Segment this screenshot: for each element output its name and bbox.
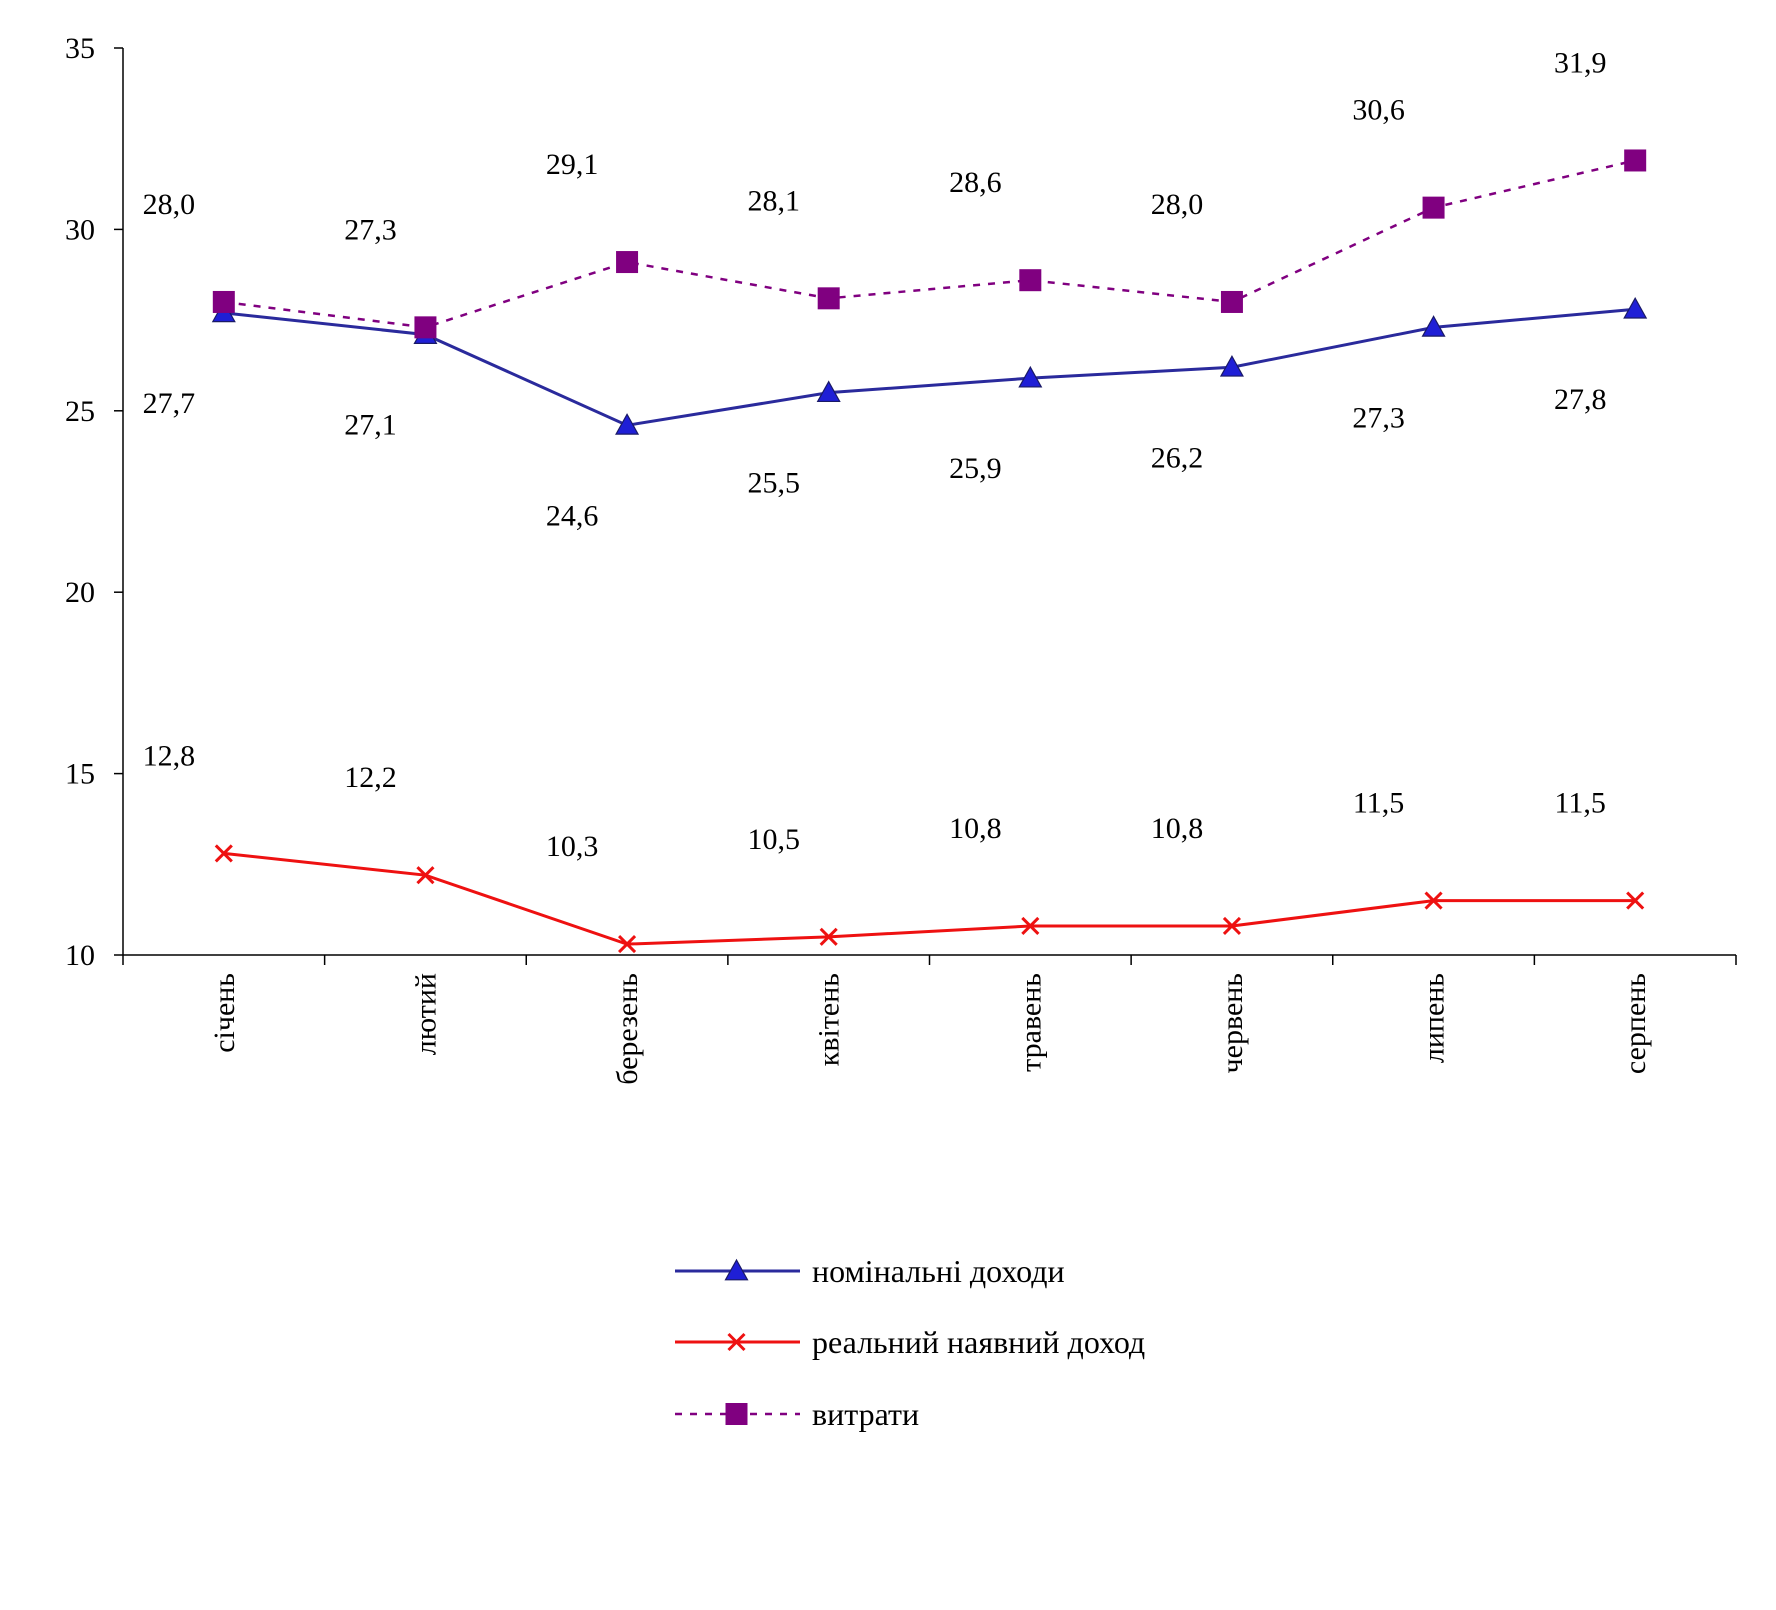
data-point-marker	[1222, 916, 1241, 936]
data-point-marker	[618, 935, 637, 954]
data-point-marker	[1422, 196, 1445, 219]
data-point-marker	[817, 287, 840, 310]
x-category-label: березень	[611, 973, 644, 1085]
y-tick-label: 30	[65, 213, 95, 246]
series-line	[223, 851, 1636, 946]
legend-item: номінальні доходи	[675, 1253, 1065, 1289]
data-label: 25,5	[747, 467, 800, 500]
data-label: 10,3	[546, 830, 599, 863]
data-point-marker	[414, 316, 437, 339]
data-point-marker	[616, 251, 639, 274]
data-label: 28,0	[143, 188, 196, 221]
data-point-marker	[1219, 355, 1244, 377]
x-category-label: серпень	[1619, 973, 1652, 1074]
data-label: 28,1	[747, 184, 800, 217]
data-point-marker	[1624, 149, 1647, 172]
legend-marker	[724, 1258, 749, 1281]
y-tick-label: 15	[65, 758, 95, 791]
legend-marker	[727, 1332, 746, 1352]
x-category-label: червень	[1216, 973, 1249, 1073]
data-label: 12,8	[143, 739, 196, 772]
x-category-label: травень	[1014, 973, 1047, 1072]
legend-label: номінальні доходи	[812, 1253, 1065, 1289]
data-point-marker	[1424, 891, 1443, 910]
data-point-marker	[1021, 916, 1040, 936]
data-point-marker	[819, 927, 838, 946]
legend-item: витрати	[675, 1396, 919, 1432]
legend: номінальні доходи реальний наявний доход в…	[675, 1253, 1145, 1432]
y-tick-label: 20	[65, 576, 95, 609]
legend-item: реальний наявний доход	[675, 1324, 1145, 1360]
data-label: 24,6	[546, 499, 599, 532]
data-point-marker	[816, 380, 841, 403]
data-label: 27,1	[344, 409, 397, 442]
series-line	[223, 307, 1636, 427]
data-label: 26,2	[1151, 441, 1204, 474]
series-layer	[211, 149, 1648, 954]
series-1	[214, 844, 1645, 954]
legend-label: витрати	[812, 1396, 919, 1432]
data-label: 28,0	[1151, 188, 1204, 221]
data-label: 10,8	[1151, 812, 1204, 845]
data-point-marker	[1018, 365, 1043, 388]
data-point-marker	[1421, 315, 1446, 337]
data-point-marker	[214, 844, 233, 863]
series-line	[223, 159, 1636, 329]
x-category-label: лютий	[409, 973, 442, 1055]
data-label: 27,8	[1554, 383, 1607, 416]
data-point-marker	[1019, 269, 1042, 292]
data-label: 10,5	[747, 823, 800, 856]
data-point-marker	[416, 866, 435, 885]
data-label: 27,3	[344, 213, 397, 246]
y-tick-label: 25	[65, 395, 95, 428]
data-label: 11,5	[1554, 787, 1605, 820]
legend-label: реальний наявний доход	[812, 1324, 1145, 1360]
y-tick-label: 35	[65, 32, 95, 65]
data-point-marker	[212, 290, 235, 313]
data-point-marker	[1623, 296, 1648, 319]
axes: 10 15 20 25 30 35 січень лютий березень квітень тр…	[65, 32, 1737, 1085]
data-label: 29,1	[546, 148, 599, 181]
data-label: 25,9	[949, 452, 1002, 485]
data-point-marker	[615, 413, 640, 435]
data-label: 11,5	[1353, 787, 1404, 820]
x-category-label: липень	[1418, 973, 1451, 1063]
data-label: 27,7	[143, 387, 196, 420]
data-labels: 27,7 27,1 24,6 25,5 25,9 26,2 27,3 27,8 12,8 12,2…	[143, 46, 1607, 863]
data-point-marker	[1220, 290, 1243, 313]
legend-marker	[725, 1403, 748, 1425]
data-point-marker	[1626, 891, 1645, 910]
y-tick-label: 10	[65, 939, 95, 972]
x-category-label: квітень	[813, 973, 846, 1066]
data-label: 12,2	[344, 761, 397, 794]
data-label: 28,6	[949, 166, 1002, 199]
data-label: 10,8	[949, 812, 1002, 845]
data-label: 30,6	[1352, 94, 1405, 127]
x-category-label: січень	[208, 973, 241, 1053]
data-label: 27,3	[1352, 401, 1405, 434]
data-label: 31,9	[1554, 46, 1607, 79]
series-2	[212, 149, 1647, 339]
